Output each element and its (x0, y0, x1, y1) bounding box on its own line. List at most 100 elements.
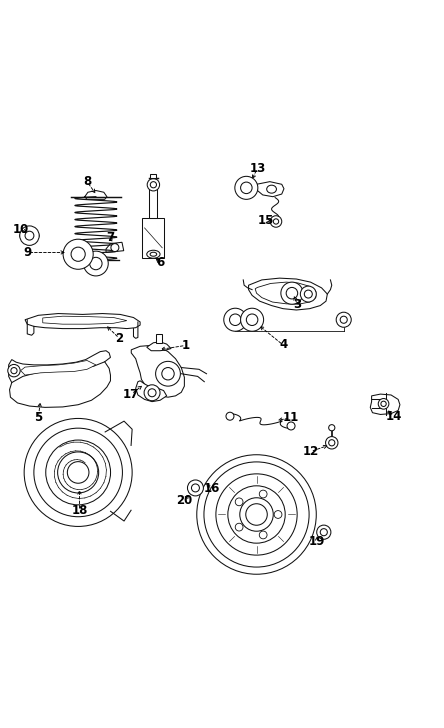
Circle shape (24, 419, 132, 526)
Circle shape (151, 182, 156, 188)
Circle shape (250, 509, 262, 521)
Text: 19: 19 (309, 534, 325, 547)
Circle shape (25, 232, 34, 240)
Circle shape (378, 398, 389, 409)
Circle shape (148, 389, 156, 397)
Circle shape (46, 440, 111, 505)
Text: 16: 16 (204, 483, 221, 495)
Circle shape (381, 401, 386, 406)
Circle shape (147, 178, 159, 191)
Circle shape (144, 385, 160, 400)
Polygon shape (249, 278, 327, 310)
Text: 6: 6 (156, 256, 164, 269)
Circle shape (259, 490, 267, 498)
Text: 7: 7 (107, 232, 115, 245)
Circle shape (235, 176, 258, 199)
Circle shape (329, 424, 335, 431)
Polygon shape (25, 314, 140, 328)
Circle shape (325, 437, 338, 449)
Polygon shape (106, 242, 124, 253)
Ellipse shape (267, 185, 277, 193)
Ellipse shape (150, 252, 157, 256)
Text: 12: 12 (302, 445, 319, 458)
Ellipse shape (147, 250, 160, 258)
Ellipse shape (20, 232, 39, 240)
Polygon shape (147, 342, 171, 351)
Circle shape (155, 361, 180, 386)
Bar (151, 174, 156, 178)
Polygon shape (370, 394, 400, 414)
Circle shape (287, 422, 295, 430)
Circle shape (274, 219, 279, 224)
Circle shape (320, 529, 327, 536)
Circle shape (247, 505, 266, 524)
Circle shape (83, 251, 108, 276)
Circle shape (235, 523, 243, 531)
Polygon shape (20, 360, 96, 375)
Circle shape (20, 226, 39, 245)
Circle shape (71, 247, 85, 261)
Text: 4: 4 (279, 339, 287, 352)
Text: 14: 14 (385, 410, 402, 423)
Text: 18: 18 (71, 505, 87, 518)
Circle shape (235, 498, 243, 506)
Circle shape (241, 182, 252, 194)
Circle shape (191, 484, 199, 492)
Circle shape (204, 462, 309, 567)
Circle shape (224, 308, 247, 331)
Circle shape (259, 531, 267, 539)
Circle shape (240, 498, 273, 531)
Circle shape (187, 480, 203, 496)
Bar (156, 334, 162, 343)
Text: 17: 17 (123, 387, 139, 400)
Text: 1: 1 (182, 339, 190, 352)
Circle shape (230, 314, 241, 325)
Circle shape (242, 499, 271, 529)
Circle shape (300, 286, 316, 302)
Circle shape (197, 455, 316, 574)
Circle shape (281, 282, 303, 304)
Circle shape (90, 257, 102, 269)
Circle shape (274, 510, 282, 518)
Text: 15: 15 (258, 213, 274, 226)
Circle shape (8, 365, 20, 377)
Circle shape (216, 474, 297, 555)
Circle shape (111, 244, 119, 252)
Circle shape (58, 452, 99, 493)
Ellipse shape (69, 250, 87, 258)
Text: 9: 9 (23, 246, 32, 259)
Bar (143, 218, 164, 258)
Text: 11: 11 (282, 411, 299, 424)
Circle shape (67, 462, 89, 483)
Circle shape (63, 240, 93, 269)
Circle shape (162, 368, 174, 380)
Polygon shape (131, 345, 184, 397)
Text: 5: 5 (34, 411, 43, 424)
Circle shape (241, 308, 264, 331)
Text: 13: 13 (249, 162, 266, 175)
Bar (150, 189, 157, 218)
Circle shape (317, 525, 331, 539)
Polygon shape (71, 254, 85, 264)
Circle shape (228, 486, 285, 543)
Circle shape (336, 312, 351, 328)
Circle shape (286, 288, 297, 299)
Text: 8: 8 (83, 175, 91, 188)
Text: 10: 10 (13, 223, 29, 235)
Polygon shape (255, 282, 316, 304)
Text: 2: 2 (115, 332, 123, 345)
Circle shape (270, 215, 282, 227)
Circle shape (246, 504, 267, 525)
Polygon shape (136, 381, 166, 402)
Circle shape (11, 368, 17, 373)
Text: 3: 3 (293, 298, 301, 311)
Circle shape (340, 316, 347, 323)
Circle shape (226, 412, 234, 420)
Ellipse shape (75, 253, 81, 256)
Polygon shape (43, 316, 127, 324)
Polygon shape (257, 182, 284, 197)
Circle shape (304, 290, 312, 298)
Ellipse shape (25, 234, 34, 237)
Circle shape (34, 428, 123, 517)
Text: 20: 20 (176, 494, 193, 507)
